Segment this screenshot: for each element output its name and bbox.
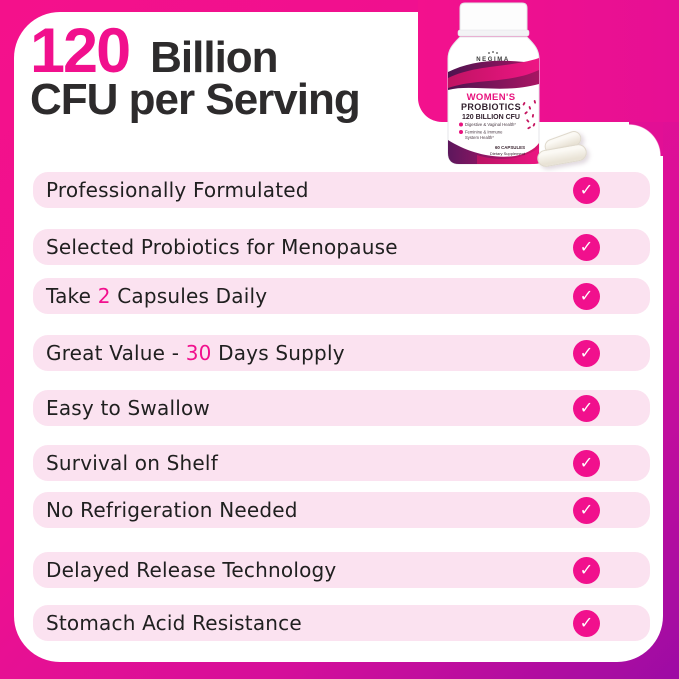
- probiotic-dots: [522, 100, 536, 130]
- headline: 120 Billion CFU per Serving: [30, 16, 361, 124]
- benefit3-text: System Health*: [465, 135, 494, 140]
- label-wave-magenta: [448, 58, 539, 88]
- check-icon-glyph: ✓: [579, 343, 594, 362]
- product-name-line2: PROBIOTICS: [461, 102, 521, 112]
- feature-label: Selected Probiotics for Menopause: [46, 235, 398, 259]
- feature-row: Take 2 Capsules Daily ✓: [33, 278, 650, 314]
- check-icon: ✓: [573, 449, 600, 477]
- bottle-cap: [459, 2, 528, 32]
- check-icon-glyph: ✓: [579, 398, 594, 417]
- feature-label: Survival on Shelf: [46, 451, 218, 475]
- cfu-unit: Billion: [150, 33, 278, 82]
- check-icon: ✓: [573, 339, 600, 367]
- check-icon: ✓: [573, 233, 600, 261]
- feature-row: Survival on Shelf ✓: [33, 445, 650, 481]
- feature-label: Take 2 Capsules Daily: [46, 284, 268, 308]
- check-icon: ✓: [573, 176, 600, 204]
- headline-line1: 120 Billion: [30, 16, 360, 86]
- cfu-count: 120: [30, 16, 131, 86]
- feature-row: Professionally Formulated ✓: [33, 172, 650, 208]
- accent-panel-corner: [629, 122, 663, 156]
- brand-logo-icon: [488, 51, 498, 54]
- capsule-count: 60 CAPSULES: [495, 145, 525, 150]
- label-wave-bottom-magenta: [477, 148, 539, 164]
- headline-line2: CFU per Serving: [30, 75, 361, 124]
- feature-label: Stomach Acid Resistance: [46, 611, 302, 635]
- benefit2-text: Feminine & Immune: [465, 130, 503, 135]
- check-icon-glyph: ✓: [579, 453, 594, 472]
- product-bottle: NEGIMA WOMEN'S PROBIOTICS 120 BILLION CF…: [447, 2, 540, 165]
- feature-row: Easy to Swallow ✓: [33, 390, 650, 426]
- feature-row: Selected Probiotics for Menopause ✓: [33, 229, 650, 265]
- feature-label: Great Value - 30 Days Supply: [46, 341, 345, 365]
- check-icon-glyph: ✓: [579, 500, 594, 519]
- benefit1-text: Digestive & Vaginal Health*: [465, 122, 516, 127]
- feature-label: No Refrigeration Needed: [46, 498, 298, 522]
- product-name-line3: 120 BILLION CFU: [462, 114, 520, 121]
- check-icon-glyph: ✓: [579, 286, 594, 305]
- benefit1-icon: [459, 122, 463, 127]
- check-icon: ✓: [573, 282, 600, 310]
- check-icon: ✓: [573, 556, 600, 584]
- check-icon: ✓: [573, 609, 600, 637]
- feature-label: Easy to Swallow: [46, 396, 210, 420]
- check-icon-glyph: ✓: [579, 180, 594, 199]
- feature-row: Delayed Release Technology ✓: [33, 552, 650, 588]
- check-icon-glyph: ✓: [579, 613, 594, 632]
- check-icon: ✓: [573, 394, 600, 422]
- check-icon: ✓: [573, 496, 600, 524]
- feature-label: Professionally Formulated: [46, 178, 309, 202]
- feature-label: Delayed Release Technology: [46, 558, 337, 582]
- feature-row: Great Value - 30 Days Supply ✓: [33, 335, 650, 371]
- product-name-line1: WOMEN'S: [467, 92, 516, 103]
- benefit2-icon: [459, 130, 463, 134]
- feature-row: Stomach Acid Resistance ✓: [33, 605, 650, 641]
- check-icon-glyph: ✓: [579, 560, 594, 579]
- bottle-cap-rim: [457, 29, 530, 37]
- supplement-type: Dietary Supplement: [490, 151, 526, 156]
- feature-row: No Refrigeration Needed ✓: [33, 492, 650, 528]
- brand-name: NEGIMA: [476, 57, 510, 63]
- check-icon-glyph: ✓: [579, 237, 594, 256]
